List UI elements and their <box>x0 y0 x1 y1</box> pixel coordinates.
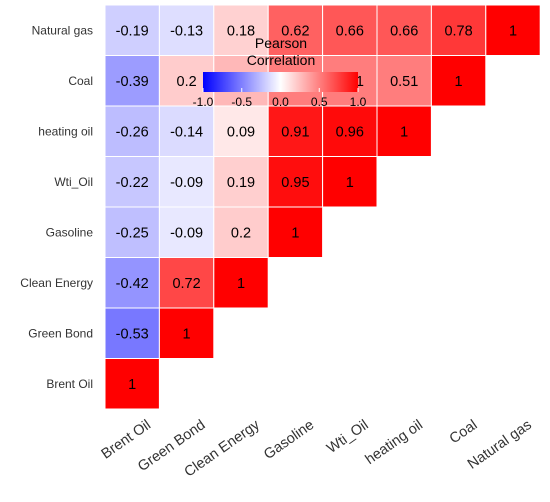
cell-natural-gas-gasoline <box>267 4 324 56</box>
legend-ticks: -1.0 -0.5 0.0 0.5 1.0 <box>193 88 367 109</box>
cell-wti-oil-gasoline-label: 0.95 <box>281 175 309 191</box>
cell-gasoline-clean-energy-label: 0.2 <box>231 225 251 241</box>
legend-tick-label-2: 0.0 <box>272 95 289 109</box>
cell-wti-oil-clean-energy <box>213 156 269 208</box>
col-label-coal: Coal <box>447 417 481 447</box>
legend-tick-label-3: 0.5 <box>311 95 328 109</box>
col-label-heating-oil: heating oil <box>363 417 426 468</box>
legend-colorbar <box>203 72 358 92</box>
legend-title-line1: Pearson <box>255 35 307 51</box>
cell-heating-oil-gasoline-label: 0.91 <box>281 124 309 140</box>
cell-gasoline-brent-oil <box>104 206 160 258</box>
cell-heating-oil-heating-oil-label: 1 <box>400 124 408 140</box>
cell-heating-oil-clean-energy-label: 0.09 <box>227 124 255 140</box>
row-label-brent-oil: Brent Oil <box>46 377 93 391</box>
row-label-coal: Coal <box>68 74 93 88</box>
row-label-natural-gas: Natural gas <box>32 23 93 37</box>
cell-coal-heating-oil-label: 0.51 <box>390 74 418 90</box>
cell-natural-gas-brent-oil-label: -0.19 <box>116 23 149 39</box>
cell-wti-oil-wti-oil <box>322 156 378 208</box>
cell-natural-gas-heating-oil <box>376 4 432 56</box>
cell-green-bond-green-bond-label: 1 <box>183 326 191 342</box>
cell-wti-oil-brent-oil-label: -0.22 <box>116 175 149 191</box>
row-label-heating-oil: heating oil <box>38 124 93 138</box>
cell-gasoline-green-bond-label: -0.09 <box>170 225 203 241</box>
cell-gasoline-clean-energy <box>213 206 269 258</box>
cell-clean-energy-green-bond <box>158 257 215 309</box>
cell-natural-gas-wti-oil-label: 0.66 <box>336 23 364 39</box>
cell-heating-oil-green-bond-label: -0.14 <box>170 124 203 140</box>
cell-heating-oil-wti-oil <box>322 105 378 157</box>
cell-natural-gas-green-bond-label: -0.13 <box>170 23 203 39</box>
cell-coal-coal <box>430 55 487 107</box>
cells-layer: 1 -0.53 1 -0.42 0.72 1 -0.25 -0.09 0.2 1 -0.22 -0.0… <box>104 4 541 410</box>
cell-heating-oil-wti-oil-label: 0.96 <box>336 124 364 140</box>
cell-green-bond-brent-oil-label: -0.53 <box>116 326 149 342</box>
cell-natural-gas-natural-gas-label: 1 <box>509 23 517 39</box>
cell-natural-gas-heating-oil-label: 0.66 <box>390 23 418 39</box>
cell-wti-oil-green-bond-label: -0.09 <box>170 175 203 191</box>
row-label-wti-oil: Wti_Oil <box>54 175 93 189</box>
cell-natural-gas-natural-gas <box>485 4 541 56</box>
cell-heating-oil-brent-oil-label: -0.26 <box>116 124 149 140</box>
cell-natural-gas-coal-label: 0.78 <box>444 23 472 39</box>
legend-tick-label-0: -1.0 <box>193 95 214 109</box>
cell-wti-oil-green-bond <box>158 156 215 208</box>
cell-brent-oil-brent-oil-label: 1 <box>128 377 136 393</box>
cell-heating-oil-gasoline <box>267 105 324 157</box>
cell-natural-gas-green-bond <box>158 4 215 56</box>
col-label-wti-oil: Wti_Oil <box>324 417 371 457</box>
row-labels: Brent Oil Green Bond Clean Energy Gasoline W… <box>20 23 93 391</box>
cell-heating-oil-brent-oil <box>104 105 160 157</box>
cell-coal-heating-oil <box>376 55 432 107</box>
cell-gasoline-gasoline <box>267 206 324 258</box>
cell-clean-energy-clean-energy <box>213 257 269 309</box>
legend-title-line2: Correlation <box>247 52 315 68</box>
legend-tick-label-1: -0.5 <box>231 95 252 109</box>
cell-coal-green-bond-label: 0.2 <box>177 74 197 90</box>
cell-natural-gas-coal <box>430 4 487 56</box>
cell-clean-energy-brent-oil-label: -0.42 <box>116 276 149 292</box>
cell-clean-energy-green-bond-label: 0.72 <box>172 276 200 292</box>
cell-heating-oil-clean-energy <box>213 105 269 157</box>
cell-coal-brent-oil-label: -0.39 <box>116 74 149 90</box>
row-label-gasoline: Gasoline <box>46 225 94 239</box>
cell-natural-gas-clean-energy-label: 0.18 <box>227 23 255 39</box>
cell-wti-oil-wti-oil-label: 1 <box>346 175 354 191</box>
cell-coal-coal-label: 1 <box>455 74 463 90</box>
cell-wti-oil-clean-energy-label: 0.19 <box>227 175 255 191</box>
cell-natural-gas-wti-oil <box>322 4 378 56</box>
cell-natural-gas-brent-oil <box>104 4 160 56</box>
cell-gasoline-green-bond <box>158 206 215 258</box>
cell-gasoline-gasoline-label: 1 <box>291 225 299 241</box>
cell-natural-gas-gasoline-label: 0.62 <box>281 23 309 39</box>
row-label-clean-energy: Clean Energy <box>20 276 93 290</box>
cell-green-bond-brent-oil <box>104 307 160 359</box>
row-label-green-bond: Green Bond <box>28 326 93 340</box>
cell-heating-oil-green-bond <box>158 105 215 157</box>
cell-gasoline-brent-oil-label: -0.25 <box>116 225 149 241</box>
cell-clean-energy-clean-energy-label: 1 <box>237 276 245 292</box>
col-label-gasoline: Gasoline <box>261 417 317 463</box>
cell-heating-oil-heating-oil <box>376 105 432 157</box>
legend-tick-label-4: 1.0 <box>350 95 367 109</box>
cell-brent-oil-brent-oil <box>104 358 160 410</box>
legend: Pearson Correlation -1.0 -0.5 0.0 0.5 1.0 <box>193 35 367 109</box>
